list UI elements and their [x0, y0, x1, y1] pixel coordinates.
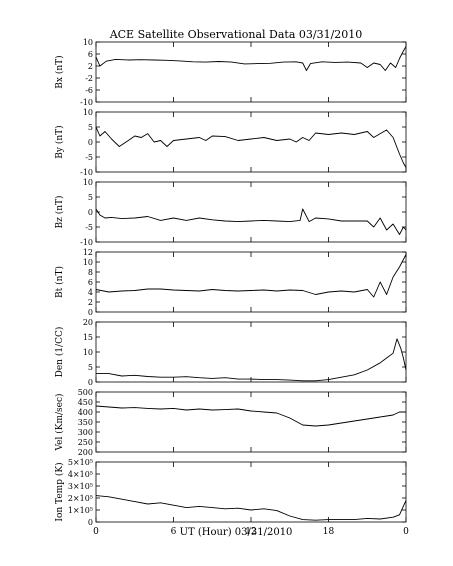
y-tick-label: 0 [88, 308, 93, 317]
y-axis-label: By (nT) [54, 125, 65, 158]
series-line [95, 495, 407, 521]
x-tick-label: 18 [323, 527, 335, 537]
y-tick-label: -10 [80, 238, 93, 247]
y-tick-label: 0 [88, 518, 93, 527]
series-line [96, 338, 407, 382]
panel-frame [95, 461, 407, 523]
y-tick-label: 10 [83, 348, 93, 357]
y-tick-label: 0 [88, 208, 93, 217]
y-axis-label: Vel (Km/sec) [54, 393, 65, 451]
y-tick-label: 4 [88, 288, 93, 297]
y-tick-label: 200 [78, 448, 93, 457]
y-axis-label: Ion Temp (K) [54, 462, 65, 521]
y-tick-label: -6 [85, 86, 93, 95]
y-tick-label: 2 [88, 298, 93, 307]
y-tick-label: 500 [78, 388, 93, 397]
y-tick-label: 0 [88, 378, 93, 387]
y-axis-label: Bt (nT) [54, 266, 65, 298]
y-tick-label: -2 [85, 74, 93, 83]
y-tick-label: 8 [88, 268, 93, 277]
y-tick-label: 12 [83, 248, 93, 257]
panel-frame [95, 111, 407, 173]
series-line [95, 46, 407, 71]
y-tick-label: 2×10⁵ [68, 494, 93, 503]
panel-3: -10 -5 0 5 10 Bz (nT) [54, 178, 407, 247]
y-tick-label: 10 [83, 178, 93, 187]
y-tick-label: -5 [85, 153, 93, 162]
x-tick-label: 0 [93, 527, 99, 537]
y-tick-label: -5 [85, 223, 93, 232]
panel-5: 0 5 10 15 20 Den (1/CC) [54, 318, 407, 387]
panel-frame [95, 251, 407, 313]
y-tick-label: 3×10⁵ [68, 482, 93, 491]
panel-1: -10 -6 -2 2 6 10 Bx (nT) [54, 38, 407, 107]
x-tick-label: 6 [171, 527, 177, 537]
series-line [95, 254, 407, 298]
y-tick-label: 5 [88, 363, 93, 372]
y-tick-label: 10 [83, 38, 93, 47]
y-tick-label: 2 [88, 62, 93, 71]
y-tick-label: -10 [80, 168, 93, 177]
y-tick-label: 350 [78, 418, 93, 427]
y-tick-label: 10 [83, 108, 93, 117]
y-tick-label: 15 [83, 333, 93, 342]
y-tick-label: 5 [88, 193, 93, 202]
y-tick-label: 450 [78, 398, 93, 407]
panel-2: -10 -5 0 5 10 By (nT) [54, 108, 407, 177]
y-tick-label: 20 [83, 318, 93, 327]
y-tick-label: 5 [88, 123, 93, 132]
y-tick-label: 400 [78, 408, 93, 417]
panel-frame [95, 391, 407, 453]
panel-frame [95, 181, 407, 243]
y-tick-label: 10 [83, 258, 93, 267]
chart-panels: -10 -6 -2 2 6 10 Bx (nT) -10 -5 0 5 10 By (nT) -10 -5 0… [54, 38, 409, 537]
x-tick-label: 12 [245, 527, 256, 537]
y-axis-label: Bx (nT) [54, 55, 65, 88]
series-line [95, 208, 407, 235]
x-tick-label: 0 [403, 527, 409, 537]
y-tick-label: 6 [88, 50, 93, 59]
chart-title: ACE Satellite Observational Data 03/31/2… [109, 28, 363, 41]
y-tick-label: 300 [78, 428, 93, 437]
y-tick-label: 5×10⁵ [68, 458, 93, 467]
panel-frame [95, 41, 407, 103]
y-tick-label: 0 [88, 138, 93, 147]
y-tick-label: -10 [80, 98, 93, 107]
series-line [95, 126, 407, 168]
y-tick-label: 6 [88, 278, 93, 287]
y-tick-label: 1×10⁵ [68, 506, 93, 515]
series-line [95, 405, 406, 427]
y-axis-label: Bz (nT) [54, 195, 65, 228]
x-axis-label: UT (Hour) 03/31/2010 [180, 527, 293, 538]
y-axis-label: Den (1/CC) [54, 327, 65, 378]
y-tick-label: 4×10⁵ [68, 470, 93, 479]
y-tick-label: 250 [78, 438, 93, 447]
